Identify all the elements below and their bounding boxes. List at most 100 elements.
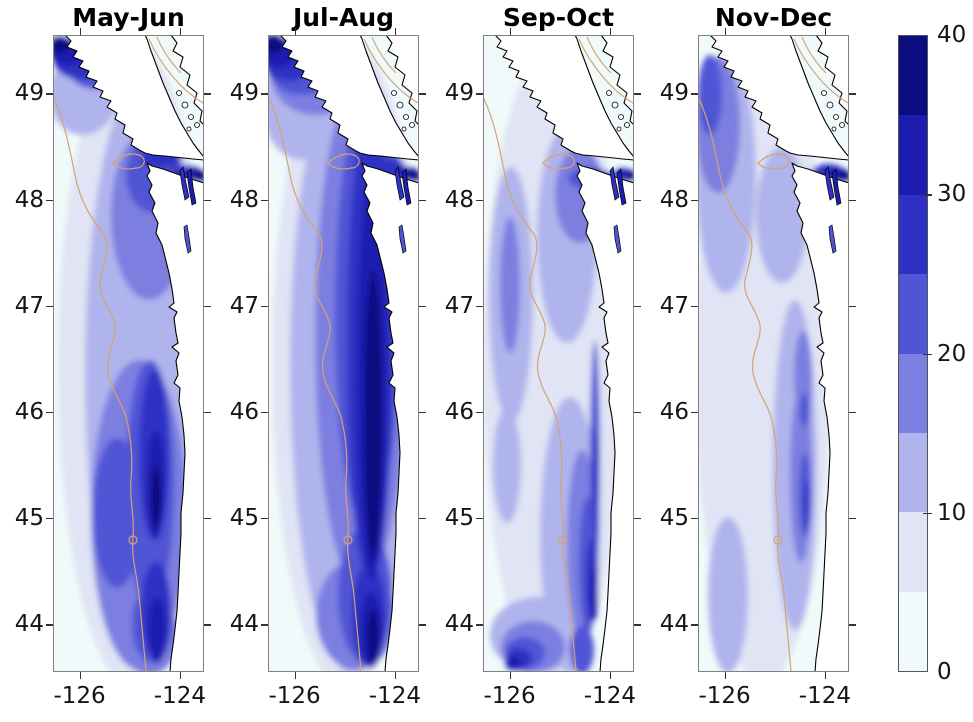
y-tick-label: 48 [14, 186, 44, 213]
y-tick-left [476, 624, 483, 626]
x-tick-top [824, 28, 827, 35]
colorbar-tick [923, 194, 932, 196]
panel-title-nov-dec: Nov-Dec [714, 3, 833, 32]
y-tick-label: 48 [444, 186, 474, 213]
y-tick-left [691, 199, 698, 201]
x-tick-bottom [179, 672, 182, 679]
vancouver-island [64, 35, 204, 161]
y-tick-left [691, 305, 698, 308]
heat-field [53, 35, 204, 672]
vancouver-island [709, 35, 849, 161]
colorbar-segment-10-15 [899, 432, 927, 513]
colorbar-tick-label: 40 [937, 22, 967, 48]
y-tick-right [204, 411, 211, 414]
y-tick-left [46, 93, 53, 95]
colorbar-tick [923, 353, 932, 356]
small-islands [821, 90, 845, 132]
x-tick-label: -124 [368, 683, 421, 709]
x-tick-top [609, 28, 612, 35]
small-islands [606, 90, 630, 132]
x-tick-bottom [394, 672, 397, 679]
georgia-strait-isobath [363, 36, 419, 104]
x-tick-top [294, 28, 296, 35]
puget-inlets [609, 166, 627, 254]
x-tick-bottom [294, 672, 296, 679]
y-tick-right [419, 199, 426, 201]
map-panel-may-jun [53, 35, 204, 672]
y-tick-right [204, 624, 211, 626]
y-tick-right [204, 199, 211, 201]
y-tick-label: 49 [229, 80, 259, 107]
colorbar-tick-label: 0 [937, 659, 952, 685]
colorbar-segment-35-40 [899, 36, 927, 116]
vancouver-island [494, 35, 634, 161]
colorbar-tick-label: 20 [937, 340, 967, 367]
x-tick-label: -124 [153, 683, 206, 709]
panel-frame [483, 35, 634, 672]
colorbar-segment-20-25 [899, 274, 927, 354]
y-tick-label: 46 [659, 398, 689, 425]
puget-inlets [394, 166, 412, 254]
panel-title-jul-aug: Jul-Aug [292, 3, 395, 32]
y-tick-label: 45 [14, 505, 44, 532]
y-tick-right [849, 93, 856, 95]
map-panel-nov-dec [698, 35, 849, 672]
coastline-land [709, 35, 849, 672]
y-tick-left [46, 199, 53, 201]
y-tick-right [849, 199, 856, 201]
y-tick-right [204, 93, 211, 95]
wa-or-coast [576, 162, 634, 672]
small-islands [391, 90, 415, 132]
panel-title-sep-oct: Sep-Oct [502, 3, 615, 32]
georgia-strait-isobath [578, 36, 634, 104]
x-tick-bottom [824, 672, 827, 679]
colorbar-segment-30-35 [899, 115, 927, 195]
y-tick-right [634, 624, 641, 626]
colorbar-segment-5-10 [899, 512, 927, 592]
heat-field [268, 35, 419, 672]
y-tick-right [634, 93, 641, 95]
y-tick-label: 45 [229, 505, 259, 532]
y-tick-label: 45 [659, 505, 689, 532]
map-panel-jul-aug [268, 35, 419, 672]
y-tick-label: 48 [659, 186, 689, 213]
x-tick-bottom [609, 672, 612, 679]
y-tick-label: 47 [229, 292, 259, 319]
y-tick-left [691, 518, 698, 520]
x-tick-label: -124 [583, 683, 636, 709]
wa-or-coast [791, 162, 849, 672]
colorbar-tick-label: 30 [937, 181, 967, 208]
x-tick-top [179, 28, 182, 35]
colorbar-tick [923, 512, 932, 515]
y-tick-left [261, 305, 268, 308]
x-tick-top [394, 28, 397, 35]
y-tick-right [634, 518, 641, 520]
x-tick-top [509, 28, 511, 35]
x-tick-bottom [724, 672, 726, 679]
y-tick-label: 44 [444, 611, 474, 638]
y-tick-left [476, 93, 483, 95]
x-tick-label: -126 [483, 683, 536, 709]
y-tick-left [691, 624, 698, 626]
y-tick-left [476, 518, 483, 520]
y-tick-right [634, 411, 641, 414]
colorbar [898, 35, 928, 672]
y-tick-right [419, 624, 426, 626]
y-tick-left [261, 624, 268, 626]
y-tick-left [261, 518, 268, 520]
y-tick-left [46, 411, 53, 414]
x-tick-top [79, 28, 81, 35]
puget-inlets [179, 166, 197, 254]
y-tick-label: 44 [659, 611, 689, 638]
y-tick-left [261, 199, 268, 201]
puget-inlets [824, 166, 842, 254]
y-tick-right [849, 411, 856, 414]
y-tick-left [46, 624, 53, 626]
heat-field [698, 35, 849, 672]
small-islands [176, 90, 200, 132]
wa-or-coast [361, 162, 419, 672]
y-tick-label: 47 [14, 292, 44, 319]
georgia-strait-isobath [148, 36, 204, 104]
y-tick-right [849, 518, 856, 520]
